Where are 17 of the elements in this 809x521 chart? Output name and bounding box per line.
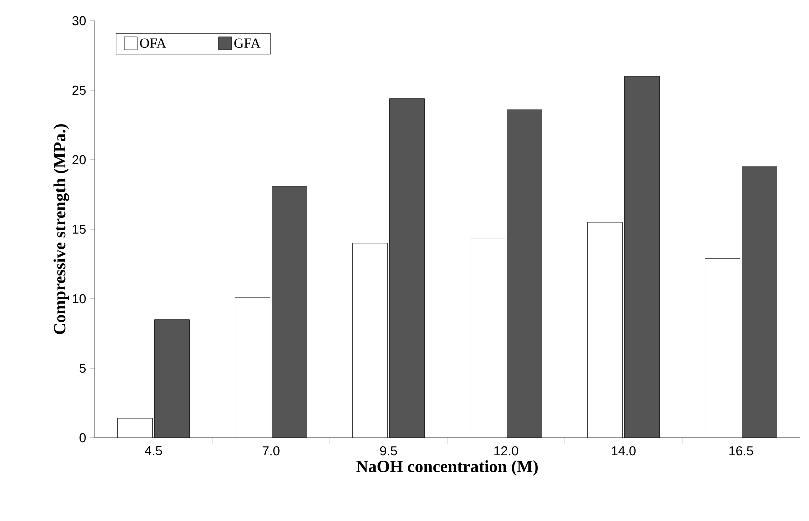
x-tick-label: 12.0 bbox=[494, 446, 518, 456]
x-tick-label: 4.5 bbox=[145, 446, 162, 456]
y-tick-label: 5 bbox=[80, 364, 86, 374]
y-tick-label: 15 bbox=[73, 224, 86, 234]
x-tick-label: 9.5 bbox=[380, 446, 398, 456]
y-tick-label: 0 bbox=[80, 433, 86, 443]
x-tick-label: 16.5 bbox=[730, 446, 754, 456]
y-tick-label: 10 bbox=[73, 294, 86, 304]
y-axis-title: Compressive strength (MPa.) bbox=[54, 124, 70, 334]
y-tick-label: 25 bbox=[72, 86, 86, 96]
x-axis-title: NaOH concentration (M) bbox=[356, 460, 538, 476]
legend-label: OFA bbox=[140, 38, 167, 48]
y-tick-label: 20 bbox=[72, 155, 86, 165]
y-tick-label: 30 bbox=[72, 16, 86, 26]
x-tick-label: 14.0 bbox=[612, 446, 636, 456]
x-tick-label: 7.0 bbox=[262, 446, 280, 456]
legend-label: GFA bbox=[234, 38, 261, 48]
